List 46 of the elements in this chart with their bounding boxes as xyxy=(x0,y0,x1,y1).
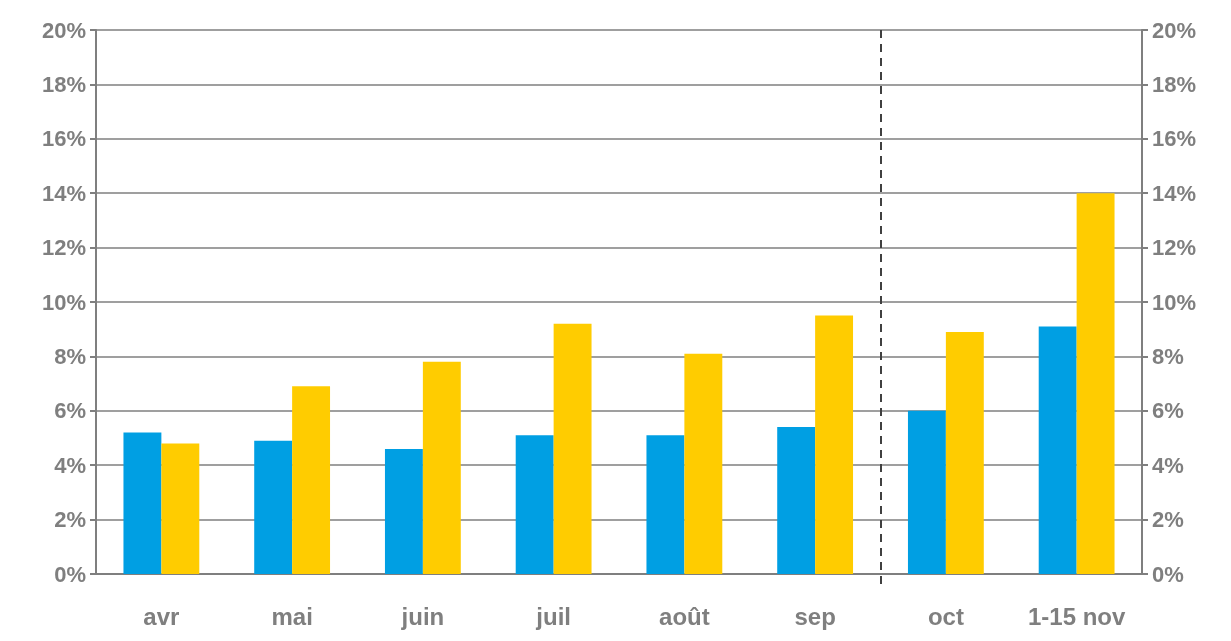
x-tick-label: sep xyxy=(794,602,836,630)
bar xyxy=(254,440,293,574)
y2-tick-label: 6% xyxy=(1152,398,1184,424)
bar xyxy=(1076,193,1115,574)
x-tick-label: 1-15 nov xyxy=(1027,602,1126,630)
y2-tick-label: 8% xyxy=(1152,343,1184,369)
y-tick-label: 2% xyxy=(54,507,86,533)
x-tick-label: oct xyxy=(927,602,964,630)
bar xyxy=(422,361,461,574)
bar xyxy=(515,435,554,574)
x-tick-label: mai xyxy=(271,602,313,630)
y-tick-label: 12% xyxy=(41,235,86,261)
y2-tick-label: 2% xyxy=(1152,507,1184,533)
x-tick-label: juin xyxy=(400,602,445,630)
y2-tick-label: 16% xyxy=(1152,126,1197,152)
bar xyxy=(161,443,200,574)
y-tick-label: 10% xyxy=(41,289,86,315)
y-tick-label: 16% xyxy=(41,126,86,152)
y-tick-label: 20% xyxy=(41,17,86,43)
bar xyxy=(384,448,423,574)
y2-tick-label: 20% xyxy=(1152,17,1197,43)
x-tick-label: avr xyxy=(143,602,180,630)
x-tick-label: août xyxy=(659,602,710,630)
y-tick-label: 6% xyxy=(54,398,86,424)
bar xyxy=(553,323,592,574)
y-tick-label: 14% xyxy=(41,180,86,206)
y2-tick-label: 4% xyxy=(1152,452,1184,478)
bar xyxy=(907,410,946,574)
bar xyxy=(777,427,816,574)
y-tick-label: 8% xyxy=(54,343,86,369)
y2-tick-label: 10% xyxy=(1152,289,1197,315)
y-tick-label: 0% xyxy=(54,561,86,587)
bar xyxy=(1038,326,1077,574)
y2-tick-label: 18% xyxy=(1152,71,1197,97)
bar xyxy=(815,315,854,574)
y2-tick-label: 14% xyxy=(1152,180,1197,206)
bar xyxy=(292,386,331,574)
bar xyxy=(945,331,984,574)
bar xyxy=(646,435,685,574)
bar xyxy=(123,432,162,574)
y-tick-label: 4% xyxy=(54,452,86,478)
x-tick-label: juil xyxy=(535,602,571,630)
y2-tick-label: 0% xyxy=(1152,561,1184,587)
bar xyxy=(684,353,723,574)
y-tick-label: 18% xyxy=(41,71,86,97)
y2-tick-label: 12% xyxy=(1152,235,1197,261)
